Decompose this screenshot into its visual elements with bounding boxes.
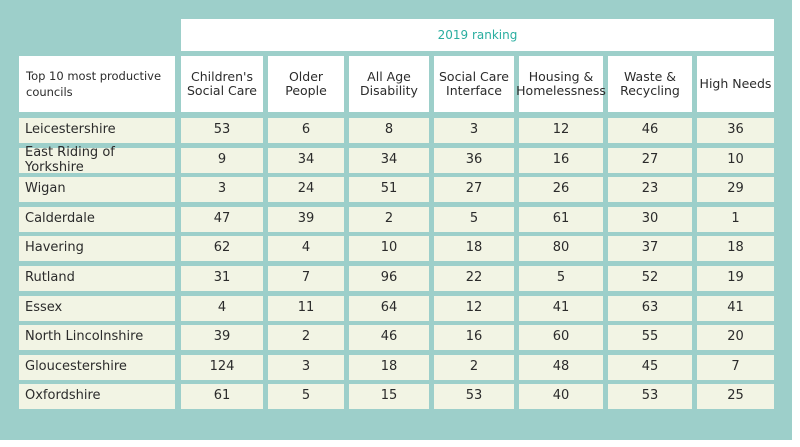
table-cell: 63 — [608, 296, 692, 321]
column-header: Children's Social Care — [181, 56, 263, 112]
table-cell: 25 — [697, 384, 774, 409]
table-cell: 8 — [349, 118, 429, 143]
table-cell: 20 — [697, 325, 774, 350]
row-council-name: Oxfordshire — [19, 384, 175, 409]
row-council-name: Calderdale — [19, 207, 175, 232]
table-cell: 46 — [349, 325, 429, 350]
table-cell: 27 — [434, 177, 514, 202]
table-cell: 41 — [697, 296, 774, 321]
table-cell: 3 — [181, 177, 263, 202]
table-cell: 6 — [268, 118, 344, 143]
table-cell: 16 — [519, 148, 603, 173]
table-cell: 53 — [181, 118, 263, 143]
table-cell: 45 — [608, 355, 692, 380]
column-header: Older People — [268, 56, 344, 112]
table-cell: 40 — [519, 384, 603, 409]
table-cell: 80 — [519, 236, 603, 261]
table-cell: 60 — [519, 325, 603, 350]
table-cell: 3 — [434, 118, 514, 143]
column-header: All Age Disability — [349, 56, 429, 112]
table-cell: 10 — [349, 236, 429, 261]
table-cell: 36 — [434, 148, 514, 173]
table-cell: 26 — [519, 177, 603, 202]
table-cell: 34 — [268, 148, 344, 173]
row-council-name: Gloucestershire — [19, 355, 175, 380]
table-cell: 31 — [181, 266, 263, 291]
table-cell: 7 — [697, 355, 774, 380]
table-cell: 18 — [697, 236, 774, 261]
table-cell: 64 — [349, 296, 429, 321]
column-header: Housing & Homelessness — [516, 56, 606, 112]
ranking-table: 2019 ranking Top 10 most productive coun… — [0, 0, 792, 440]
corner-header: Top 10 most productive councils — [19, 56, 175, 112]
table-cell: 27 — [608, 148, 692, 173]
table-cell: 10 — [697, 148, 774, 173]
table-cell: 2 — [349, 207, 429, 232]
table-cell: 15 — [349, 384, 429, 409]
row-council-name: Rutland — [19, 266, 175, 291]
table-cell: 48 — [519, 355, 603, 380]
table-cell: 9 — [181, 148, 263, 173]
column-header: High Needs — [697, 56, 774, 112]
table-caption: 2019 ranking — [181, 19, 774, 51]
table-cell: 5 — [268, 384, 344, 409]
table-cell: 18 — [349, 355, 429, 380]
table-cell: 55 — [608, 325, 692, 350]
table-cell: 1 — [697, 207, 774, 232]
table-cell: 7 — [268, 266, 344, 291]
table-cell: 96 — [349, 266, 429, 291]
table-cell: 47 — [181, 207, 263, 232]
table-cell: 12 — [519, 118, 603, 143]
table-cell: 51 — [349, 177, 429, 202]
column-header: Social Care Interface — [434, 56, 514, 112]
table-cell: 23 — [608, 177, 692, 202]
table-cell: 34 — [349, 148, 429, 173]
table-cell: 11 — [268, 296, 344, 321]
table-cell: 52 — [608, 266, 692, 291]
table-cell: 5 — [434, 207, 514, 232]
row-council-name: Wigan — [19, 177, 175, 202]
table-cell: 5 — [519, 266, 603, 291]
column-header: Waste & Recycling — [608, 56, 692, 112]
table-cell: 12 — [434, 296, 514, 321]
table-cell: 18 — [434, 236, 514, 261]
table-cell: 19 — [697, 266, 774, 291]
table-cell: 22 — [434, 266, 514, 291]
table-cell: 41 — [519, 296, 603, 321]
row-council-name: Havering — [19, 236, 175, 261]
table-cell: 4 — [181, 296, 263, 321]
table-cell: 39 — [268, 207, 344, 232]
table-cell: 36 — [697, 118, 774, 143]
table-cell: 62 — [181, 236, 263, 261]
table-cell: 3 — [268, 355, 344, 380]
row-council-name: Leicestershire — [19, 118, 175, 143]
table-cell: 61 — [181, 384, 263, 409]
table-cell: 53 — [434, 384, 514, 409]
table-cell: 24 — [268, 177, 344, 202]
table-cell: 124 — [181, 355, 263, 380]
table-cell: 39 — [181, 325, 263, 350]
table-cell: 30 — [608, 207, 692, 232]
row-council-name: North Lincolnshire — [19, 325, 175, 350]
row-council-name: Essex — [19, 296, 175, 321]
table-cell: 16 — [434, 325, 514, 350]
table-cell: 4 — [268, 236, 344, 261]
table-cell: 61 — [519, 207, 603, 232]
table-cell: 46 — [608, 118, 692, 143]
row-council-name: East Riding of Yorkshire — [19, 145, 175, 174]
table-cell: 2 — [434, 355, 514, 380]
table-cell: 29 — [697, 177, 774, 202]
table-cell: 37 — [608, 236, 692, 261]
table-cell: 53 — [608, 384, 692, 409]
table-cell: 2 — [268, 325, 344, 350]
